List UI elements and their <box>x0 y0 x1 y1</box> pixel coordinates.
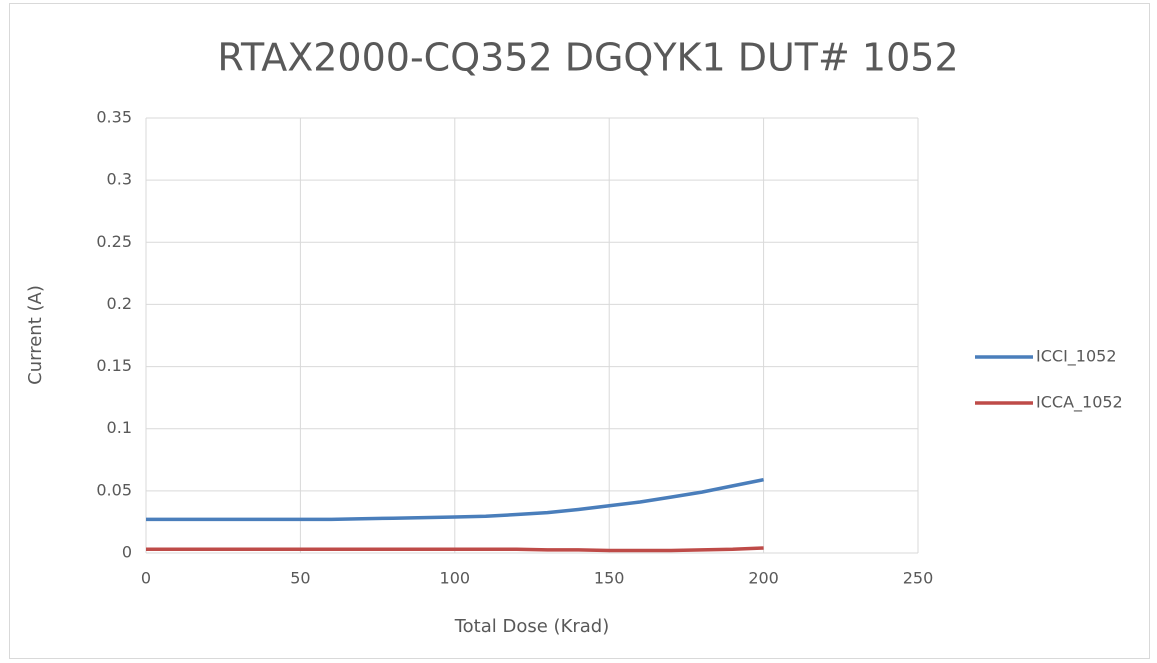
legend-label: ICCI_1052 <box>1036 347 1117 367</box>
y-tick-label: 0.35 <box>96 108 132 127</box>
y-tick-label: 0.2 <box>107 294 132 313</box>
x-tick-label: 0 <box>141 569 151 588</box>
series-line <box>146 477 764 522</box>
x-axis-label: Total Dose (Krad) <box>454 616 610 637</box>
x-tick-label: 150 <box>594 569 625 588</box>
x-tick-label: 50 <box>290 569 310 588</box>
chart-title: RTAX2000-CQ352 DGQYK1 DUT# 1052 <box>217 36 958 80</box>
y-tick-label: 0.25 <box>96 232 132 251</box>
x-tick-label: 200 <box>748 569 779 588</box>
y-tick-label: 0 <box>122 543 132 562</box>
y-tick-label: 0.15 <box>96 356 132 375</box>
legend-label: ICCA_1052 <box>1036 393 1123 413</box>
x-tick-label: 250 <box>903 569 934 588</box>
y-tick-label: 0.3 <box>107 170 132 189</box>
x-tick-label: 100 <box>440 569 471 588</box>
y-tick-label: 0.05 <box>96 480 132 499</box>
series-line <box>146 546 764 553</box>
y-axis-label: Current (A) <box>25 285 46 385</box>
chart-border <box>9 3 1150 659</box>
y-tick-label: 0.1 <box>107 418 132 437</box>
